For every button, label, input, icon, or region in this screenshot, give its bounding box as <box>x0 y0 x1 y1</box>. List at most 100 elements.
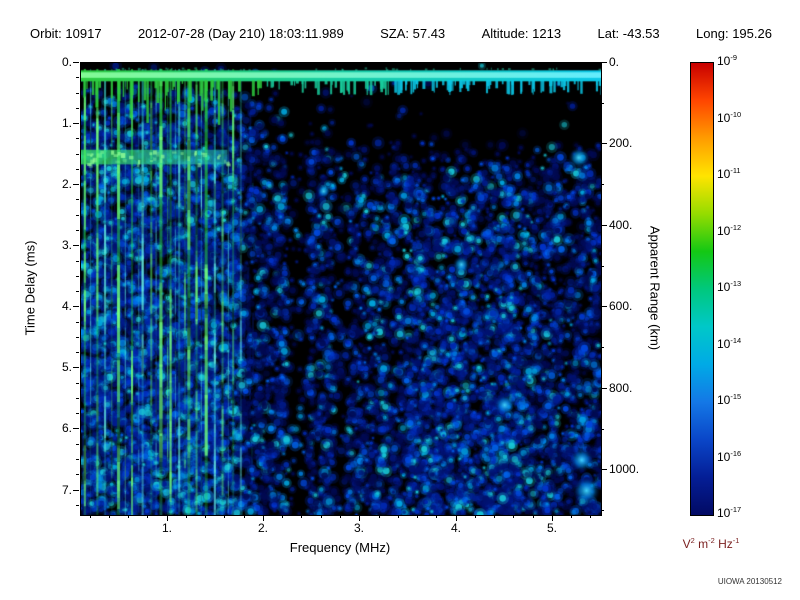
y2-tick-label: 1000. <box>609 462 640 476</box>
y-minor-tick-mark <box>76 215 79 216</box>
y-minor-tick-mark <box>76 138 79 139</box>
x-minor-tick-mark <box>533 515 534 518</box>
y2-minor-tick-mark <box>601 103 604 104</box>
y-minor-tick-mark <box>76 337 79 338</box>
x-minor-tick-mark <box>128 515 129 518</box>
y-tick-label: 1. <box>61 116 72 130</box>
y2-minor-tick-mark <box>601 347 604 348</box>
y-minor-tick-mark <box>76 459 79 460</box>
y-tick-label: 7. <box>61 483 72 497</box>
y-tick-mark <box>73 184 79 185</box>
y-minor-tick-mark <box>76 444 79 445</box>
header-datetime: 2012-07-28 (Day 210) 18:03:11.989 <box>137 26 344 41</box>
x-minor-tick-mark <box>436 515 437 518</box>
x-minor-tick-mark <box>417 515 418 518</box>
y2-minor-tick-mark <box>601 184 604 185</box>
y-minor-tick-mark <box>76 352 79 353</box>
y2-minor-tick-mark <box>601 510 604 511</box>
colorbar-unit-label: V2 m-2 Hz-1 <box>682 536 740 551</box>
x-tick-label: 5. <box>546 521 557 535</box>
y-minor-tick-mark <box>76 77 79 78</box>
y-tick-mark <box>73 490 79 491</box>
y2-tick-mark <box>601 469 607 470</box>
x-tick-mark <box>263 515 264 521</box>
y-minor-tick-mark <box>76 276 79 277</box>
colorbar-tick-label: 10-16 <box>717 449 742 464</box>
y-minor-tick-mark <box>76 322 79 323</box>
y-tick-mark <box>73 123 79 124</box>
x-minor-tick-mark <box>186 515 187 518</box>
y-minor-tick-mark <box>76 108 79 109</box>
y2-tick-mark <box>601 143 607 144</box>
x-minor-tick-mark <box>90 515 91 518</box>
y-axis-title: Time Delay (ms) <box>22 240 38 336</box>
y2-tick-label: 800. <box>609 381 633 395</box>
x-tick-mark <box>167 515 168 521</box>
y-minor-tick-mark <box>76 230 79 231</box>
y2-tick-label: 0. <box>609 55 620 69</box>
header-sza: SZA: 57.43 <box>380 26 446 41</box>
y-tick-mark <box>73 245 79 246</box>
y2-minor-tick-mark <box>601 266 604 267</box>
y-minor-tick-mark <box>76 398 79 399</box>
y-tick-label: 2. <box>61 177 72 191</box>
y-tick-mark <box>73 367 79 368</box>
x-minor-tick-mark <box>301 515 302 518</box>
y-minor-tick-mark <box>76 505 79 506</box>
y-minor-tick-mark <box>76 383 79 384</box>
x-minor-tick-mark <box>475 515 476 518</box>
y-tick-label: 4. <box>61 299 72 313</box>
spectrogram-canvas <box>81 63 601 515</box>
y-tick-label: 6. <box>61 421 72 435</box>
x-minor-tick-mark <box>147 515 148 518</box>
y-minor-tick-mark <box>76 291 79 292</box>
x-minor-tick-mark <box>321 515 322 518</box>
colorbar-tick-label: 10-13 <box>717 279 742 294</box>
x-minor-tick-mark <box>282 515 283 518</box>
y-minor-tick-mark <box>76 93 79 94</box>
spectrogram-plot-area <box>80 62 602 516</box>
x-tick-mark <box>359 515 360 521</box>
y-tick-mark <box>73 62 79 63</box>
header-latitude: Lat: -43.53 <box>597 26 660 41</box>
y2-tick-label: 600. <box>609 299 633 313</box>
y-minor-tick-mark <box>76 261 79 262</box>
colorbar-tick-label: 10-15 <box>717 392 742 407</box>
x-minor-tick-mark <box>109 515 110 518</box>
x-minor-tick-mark <box>244 515 245 518</box>
colorbar-tick-label: 10-10 <box>717 110 742 125</box>
x-minor-tick-mark <box>513 515 514 518</box>
y-tick-mark <box>73 428 79 429</box>
x-minor-tick-mark <box>224 515 225 518</box>
x-tick-label: 3. <box>353 521 364 535</box>
y2-tick-label: 400. <box>609 218 633 232</box>
y2-minor-tick-mark <box>601 429 604 430</box>
colorbar-tick-label: 10-17 <box>717 505 742 520</box>
y-minor-tick-mark <box>76 169 79 170</box>
y-minor-tick-mark <box>76 474 79 475</box>
x-tick-mark <box>456 515 457 521</box>
x-axis-title: Frequency (MHz) <box>289 540 391 555</box>
y-tick-label: 5. <box>61 360 72 374</box>
y-tick-mark <box>73 306 79 307</box>
x-minor-tick-mark <box>494 515 495 518</box>
colorbar-tick-label: 10-14 <box>717 336 742 351</box>
y-minor-tick-mark <box>76 154 79 155</box>
y-minor-tick-mark <box>76 199 79 200</box>
x-minor-tick-mark <box>205 515 206 518</box>
x-tick-label: 4. <box>450 521 461 535</box>
y-tick-label: 0. <box>61 55 72 69</box>
x-minor-tick-mark <box>571 515 572 518</box>
y2-tick-mark <box>601 62 607 63</box>
x-tick-mark <box>552 515 553 521</box>
colorbar-tick-label: 10-9 <box>717 53 737 68</box>
x-tick-label: 1. <box>161 521 172 535</box>
credit-text: UIOWA 20130512 <box>717 577 782 586</box>
x-tick-label: 2. <box>257 521 268 535</box>
y2-tick-mark <box>601 306 607 307</box>
header-longitude: Long: 195.26 <box>696 26 772 41</box>
y2-tick-mark <box>601 225 607 226</box>
header-altitude: Altitude: 1213 <box>481 26 562 41</box>
x-minor-tick-mark <box>398 515 399 518</box>
